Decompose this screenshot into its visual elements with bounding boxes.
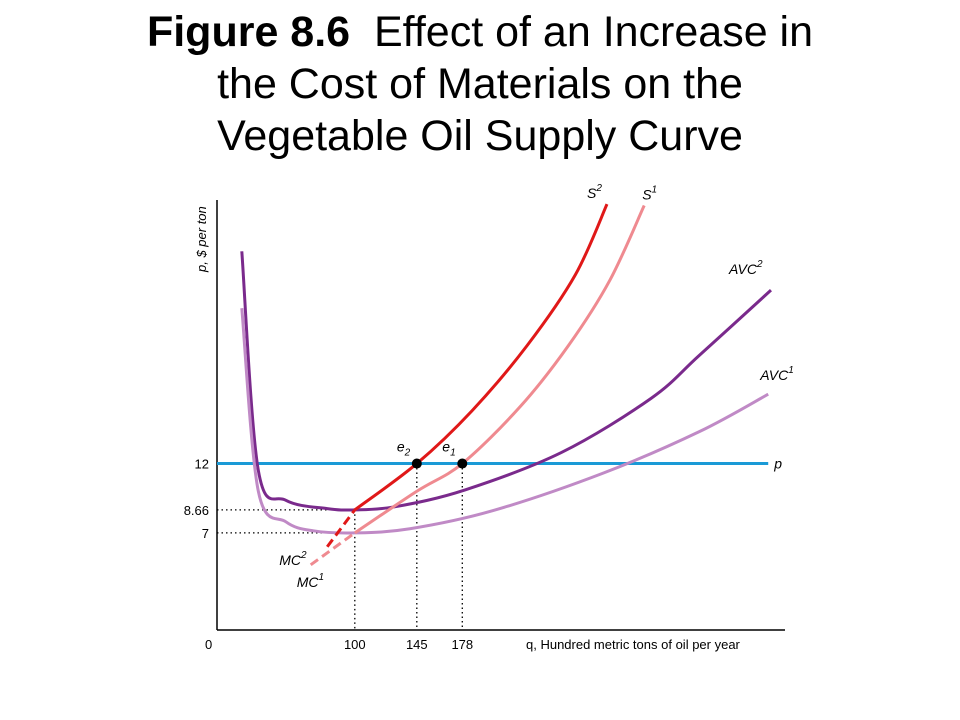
label-mc2: MC2 xyxy=(279,550,307,568)
y-tick-label-7: 7 xyxy=(202,526,209,541)
price-line-label: p xyxy=(773,456,782,472)
title-line-2: the Cost of Materials on the xyxy=(217,60,743,108)
curve-avc2 xyxy=(240,251,772,512)
x-tick-label-178: 178 xyxy=(451,637,473,652)
figure-number: Figure 8.6 xyxy=(146,8,351,56)
point-e2 xyxy=(411,458,422,469)
figure-title: Figure 8.6 Effect of an Increase in the … xyxy=(0,6,960,162)
curve-mc1 xyxy=(309,531,356,567)
label-avc1: AVC1 xyxy=(759,365,794,383)
point-e1 xyxy=(457,458,468,469)
y-axis-label: p, $ per ton xyxy=(194,206,209,273)
curve-avc1 xyxy=(240,308,769,535)
x-tick-label-145: 145 xyxy=(406,637,428,652)
y-tick-label-12: 12 xyxy=(195,457,209,472)
label-avc2: AVC2 xyxy=(728,259,763,277)
title-line-3: Vegetable Oil Supply Curve xyxy=(217,112,743,160)
curve-s1 xyxy=(353,204,646,535)
title-line-1: Figure 8.6 Effect of an Increase in xyxy=(0,6,960,58)
plot-area: 100 145 178 7 8.66 12 p S2 S1 AVC2 AVC1 MC2 MC1 e2 e1 xyxy=(184,183,794,652)
x-axis-label: q, Hundred metric tons of oil per year xyxy=(526,637,741,652)
title-text-1: Effect of an Increase in xyxy=(374,8,814,56)
x-tick-label-100: 100 xyxy=(344,637,366,652)
label-e1: e1 xyxy=(442,439,455,459)
origin-label: 0 xyxy=(205,637,212,652)
curve-mc2 xyxy=(326,508,357,548)
label-s2: S2 xyxy=(587,183,602,201)
label-s1: S1 xyxy=(642,185,657,203)
label-e2: e2 xyxy=(397,439,411,459)
y-tick-label-8.66: 8.66 xyxy=(184,503,209,518)
label-mc1: MC1 xyxy=(297,572,324,590)
